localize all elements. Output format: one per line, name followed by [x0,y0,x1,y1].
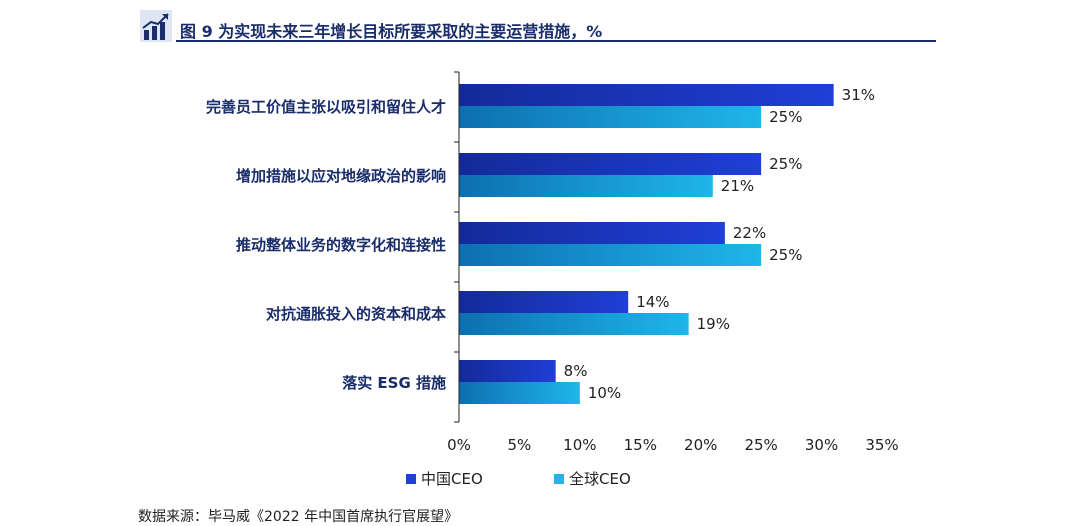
value-label-global-4: 10% [588,384,621,402]
value-label-global-2: 25% [769,246,802,264]
legend-swatch-global [554,473,564,484]
bar-china-3 [459,291,629,313]
legend-item-global: 全球CEO [554,468,631,489]
legend-swatch-china [406,473,416,484]
bar-global-0 [459,106,762,128]
x-tick-label-2: 10% [563,436,596,454]
x-tick-label-4: 20% [684,436,717,454]
bar-china-4 [459,360,556,382]
x-tick-label-0: 0% [447,436,471,454]
category-label-3: 对抗通胀投入的资本和成本 [266,305,446,323]
value-label-china-2: 22% [733,224,766,242]
value-label-global-0: 25% [769,108,802,126]
bar-china-1 [459,153,762,175]
chart-title: 图 9 为实现未来三年增长目标所要采取的主要运营措施，% [180,22,603,41]
data-source: 数据来源：毕马威《2022 年中国首席执行官展望》 [138,509,459,525]
x-tick-label-3: 15% [624,436,657,454]
x-tick-label-1: 5% [508,436,532,454]
category-label-0: 完善员工价值主张以吸引和留住人才 [206,98,446,116]
bar-global-2 [459,244,762,266]
bar-global-4 [459,382,580,404]
bar-global-1 [459,175,713,197]
bar-china-0 [459,84,834,106]
value-label-global-1: 21% [721,177,754,195]
value-label-global-3: 19% [697,315,730,333]
legend-label-global: 全球CEO [569,470,631,488]
x-tick-label-6: 30% [805,436,838,454]
title-underline [176,40,936,42]
chart-header: 图 9 为实现未来三年增长目标所要采取的主要运营措施，% [138,6,938,44]
legend-label-china: 中国CEO [421,470,483,488]
value-label-china-1: 25% [769,155,802,173]
legend-item-china: 中国CEO [406,468,483,489]
bar-global-3 [459,313,689,335]
growth-chart-icon [140,10,172,42]
x-tick-label-5: 25% [744,436,777,454]
category-label-1: 增加措施以应对地缘政治的影响 [236,167,446,185]
value-label-china-4: 8% [564,362,588,380]
category-label-2: 推动整体业务的数字化和连接性 [236,236,446,254]
x-tick-label-7: 35% [865,436,898,454]
bar-china-2 [459,222,725,244]
value-label-china-3: 14% [636,293,669,311]
value-label-china-0: 31% [842,86,875,104]
category-label-4: 落实 ESG 措施 [342,374,446,392]
